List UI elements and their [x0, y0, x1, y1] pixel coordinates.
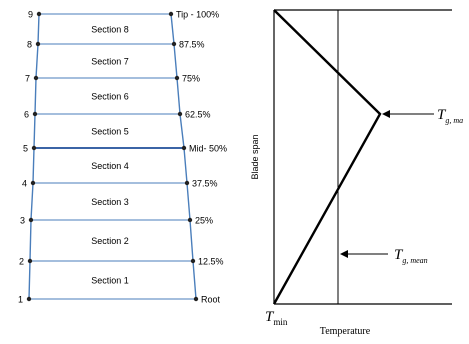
station-node-left-6: [32, 111, 38, 117]
station-number: 3: [20, 216, 25, 226]
temperature-profile-curve: [272, 9, 382, 305]
station-node-left-3: [28, 217, 34, 223]
station-percent: 25%: [195, 216, 213, 226]
station-number: 9: [28, 10, 33, 20]
station-node-right-3: [187, 217, 193, 223]
station-number: 5: [23, 144, 28, 154]
station-node-left-2: [27, 258, 33, 264]
station-percent: Mid- 50%: [189, 144, 227, 154]
section-label: Section 5: [91, 127, 129, 137]
station-node-right-1: [193, 296, 199, 302]
station-node-right-8: [171, 41, 177, 47]
station-number: 7: [25, 74, 30, 84]
station-node-right-9: [168, 11, 174, 17]
station-percent: 12.5%: [198, 257, 224, 267]
station-percent: Tip - 100%: [176, 10, 219, 20]
tmean-label: Tg, mean: [394, 247, 428, 265]
section-label: Section 8: [91, 25, 129, 35]
blade-trailing-edge: [170, 13, 197, 300]
temperature-label: Temperature: [320, 326, 371, 337]
tmax-label: Tg, ma: [437, 107, 463, 125]
station-number: 6: [24, 110, 29, 120]
section-label: Section 6: [91, 92, 129, 102]
station-number: 2: [19, 257, 24, 267]
blade-span-label: Blade span: [250, 134, 260, 179]
section-label: Section 4: [91, 161, 129, 171]
station-node-left-4: [30, 180, 36, 186]
station-percent: 62.5%: [185, 110, 211, 120]
station-node-right-5: [181, 145, 187, 151]
station-percent: Root: [201, 295, 221, 305]
station-percent: 87.5%: [179, 40, 205, 50]
station-node-left-1: [26, 296, 32, 302]
station-number: 1: [18, 295, 23, 305]
station-node-left-5: [31, 145, 37, 151]
section-label: Section 3: [91, 197, 129, 207]
station-node-right-4: [184, 180, 190, 186]
section-label: Section 1: [91, 276, 129, 286]
station-node-right-6: [177, 111, 183, 117]
station-node-left-9: [36, 11, 42, 17]
station-node-left-7: [33, 75, 39, 81]
station-number: 8: [27, 40, 32, 50]
station-node-right-7: [174, 75, 180, 81]
station-number: 4: [22, 179, 27, 189]
station-percent: 75%: [182, 74, 200, 84]
blade-diagram: 1 Root 2 12.5% 3 25% 4 37.5% 5 Mid- 50% 6 62.5% 7 75%…: [18, 10, 227, 305]
section-label: Section 7: [91, 57, 129, 67]
section-label: Section 2: [91, 236, 129, 246]
station-node-left-8: [35, 41, 41, 47]
station-percent: 37.5%: [192, 179, 218, 189]
temperature-profile: Blade span Temperature Tg, ma Tg, mean T…: [250, 9, 463, 337]
blade-leading-edge: [28, 13, 40, 300]
tmin-label: Tmin: [265, 309, 288, 327]
station-node-right-2: [190, 258, 196, 264]
